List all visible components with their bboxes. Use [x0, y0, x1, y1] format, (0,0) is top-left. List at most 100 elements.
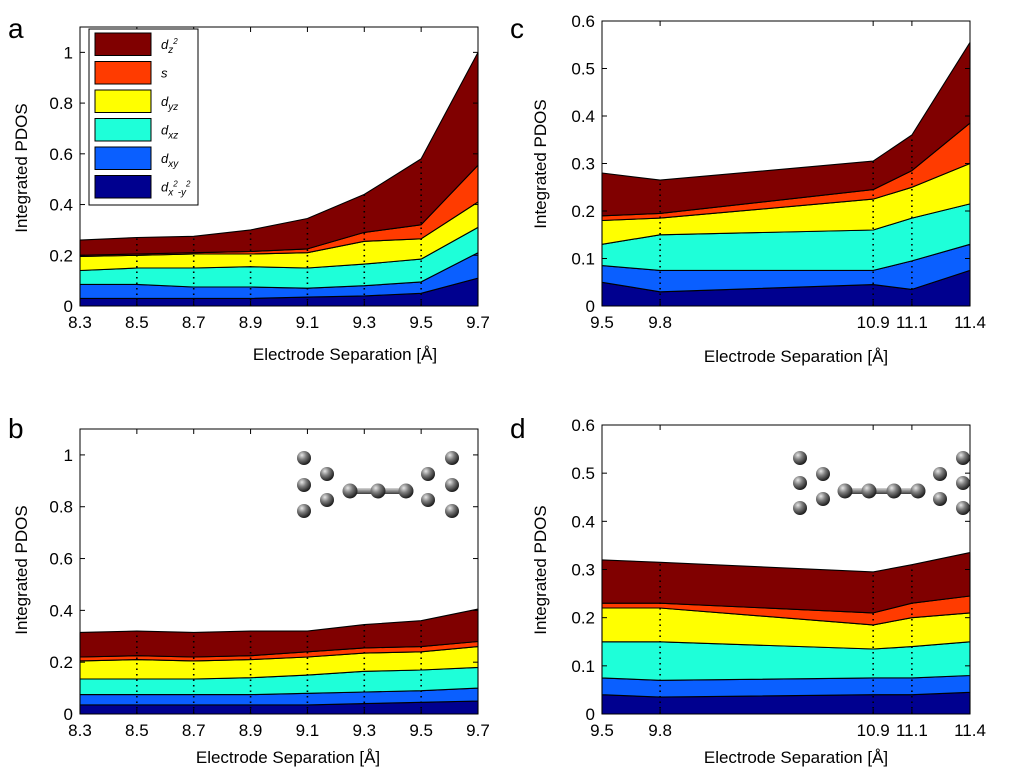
legend-label-s: s — [161, 66, 168, 81]
y-axis-label: Integrated PDOS — [531, 505, 550, 634]
y-tick-label: 0.6 — [49, 145, 73, 164]
atom — [370, 483, 386, 499]
atom — [445, 478, 459, 492]
x-tick-label: 9.7 — [466, 721, 490, 740]
atom — [398, 483, 414, 499]
plot-area: 0 0.1 0.2 0.3 0.4 0.5 0.6 9.5 9.8 10.9 11.1 11.4 — [571, 12, 986, 332]
atom — [320, 467, 334, 481]
y-tick-label: 0 — [64, 705, 73, 724]
atom — [886, 483, 902, 499]
bond — [845, 488, 918, 494]
x-tick-label: 8.3 — [68, 721, 92, 740]
x-tick-label: 11.4 — [954, 313, 986, 332]
x-tick-label: 9.5 — [409, 721, 433, 740]
x-tick-label: 11.1 — [896, 313, 928, 332]
legend: dz2 s dyz dxz dxy dx2-y2 — [88, 28, 199, 206]
y-axis-label: Integrated PDOS — [12, 505, 31, 634]
panel-c: c 00.10.20.30.40.50.69.5 9.8 10.9 11.1 11.4 … — [510, 12, 986, 366]
x-tick-label: 9.8 — [648, 721, 672, 740]
atom — [816, 467, 830, 481]
y-tick-label: 0.2 — [49, 653, 73, 672]
atom — [793, 501, 807, 515]
panel-letter: d — [510, 413, 526, 444]
atom — [956, 451, 970, 465]
panel-d: d 00.10.20.30.40.50.69.5 9.8 10.9 11.1 11.4 … — [510, 413, 986, 767]
legend-swatch-dxz — [94, 118, 152, 142]
y-tick-label: 0.4 — [49, 601, 73, 620]
y-tick-label: 1 — [64, 446, 73, 465]
atom — [297, 504, 311, 518]
atom — [320, 493, 334, 507]
legend-label-dyz: dyz — [161, 94, 178, 113]
plot-area: 0 0.2 0.4 0.6 0.8 1 8.3 8.5 8.7 8.9 9.1 9.3 9.5 9.7 dz… — [49, 26, 490, 332]
x-tick-label: 8.5 — [125, 313, 149, 332]
x-tick-label: 8.5 — [125, 721, 149, 740]
panel-letter: b — [8, 413, 24, 444]
atom — [933, 467, 947, 481]
x-tick-label: 8.9 — [239, 313, 263, 332]
x-tick-label: 10.9 — [857, 721, 890, 740]
x-tick-label: 9.1 — [296, 721, 320, 740]
y-axis-label: Integrated PDOS — [12, 103, 31, 232]
y-tick-label: 0.3 — [571, 155, 595, 174]
x-tick-label: 9.3 — [352, 721, 376, 740]
y-tick-label: 0.4 — [571, 512, 595, 531]
x-tick-label: 10.9 — [857, 313, 890, 332]
y-tick-label: 0.1 — [571, 657, 595, 676]
atom — [816, 492, 830, 506]
panel-b: b 0 0.2 0.4 0.6 0.8 1 8.3 8.5 8.7 8.9 9.1 9.3 9.5 9.7… — [8, 413, 490, 767]
atom — [837, 483, 853, 499]
axes-frame — [79, 26, 479, 307]
area-dxz — [601, 641, 971, 681]
x-tick-label: 8.9 — [239, 721, 263, 740]
x-tick-label: 9.5 — [409, 313, 433, 332]
y-tick-label: 0.1 — [571, 250, 595, 269]
molecule-inset — [297, 451, 459, 518]
y-tick-label: 0 — [64, 297, 73, 316]
axes-frame — [79, 428, 479, 715]
legend-swatch-dyz — [94, 89, 152, 113]
panel-letter: c — [510, 13, 524, 44]
atom — [445, 504, 459, 518]
y-tick-label: 0 — [586, 705, 595, 724]
legend-swatch-s — [94, 61, 152, 85]
y-tick-label: 0.6 — [571, 12, 595, 31]
legend-swatch-dz2 — [94, 32, 152, 56]
x-tick-label: 8.3 — [68, 313, 92, 332]
legend-label-dxy: dxy — [161, 151, 179, 170]
x-tick-label: 9.1 — [296, 313, 320, 332]
y-tick-label: 0.2 — [571, 609, 595, 628]
molecule-inset — [793, 451, 970, 515]
y-tick-label: 0.2 — [49, 246, 73, 265]
x-tick-label: 9.5 — [590, 721, 614, 740]
x-tick-label: 9.5 — [590, 313, 614, 332]
legend-swatch-dxy — [94, 146, 152, 170]
y-tick-label: 0.2 — [571, 202, 595, 221]
y-tick-label: 0.3 — [571, 561, 595, 580]
legend-label-dxz: dxz — [161, 123, 178, 142]
x-tick-label: 8.7 — [182, 721, 206, 740]
plot-area: 0 0.2 0.4 0.6 0.8 1 8.3 8.5 8.7 8.9 9.1 9.3 9.5 9.7 — [49, 428, 490, 740]
y-tick-label: 0.8 — [49, 498, 73, 517]
atom — [445, 451, 459, 465]
x-tick-label: 9.7 — [466, 313, 490, 332]
x-axis-label: Electrode Separation [Å] — [704, 748, 888, 767]
atom — [793, 451, 807, 465]
x-tick-label: 11.1 — [896, 721, 928, 740]
legend-label-dz2: dz2 — [161, 37, 178, 56]
y-tick-label: 1 — [64, 43, 73, 62]
y-tick-label: 0.5 — [571, 60, 595, 79]
y-tick-label: 0.4 — [49, 196, 73, 215]
atom — [933, 492, 947, 506]
legend-label-dx2y2: dx2-y2 — [161, 180, 191, 199]
atom — [861, 483, 877, 499]
y-tick-label: 0.5 — [571, 464, 595, 483]
y-tick-label: 0 — [586, 297, 595, 316]
atom — [956, 501, 970, 515]
atom — [793, 476, 807, 490]
atom — [297, 478, 311, 492]
y-tick-label: 0.4 — [571, 107, 595, 126]
atom — [297, 451, 311, 465]
atom — [956, 476, 970, 490]
